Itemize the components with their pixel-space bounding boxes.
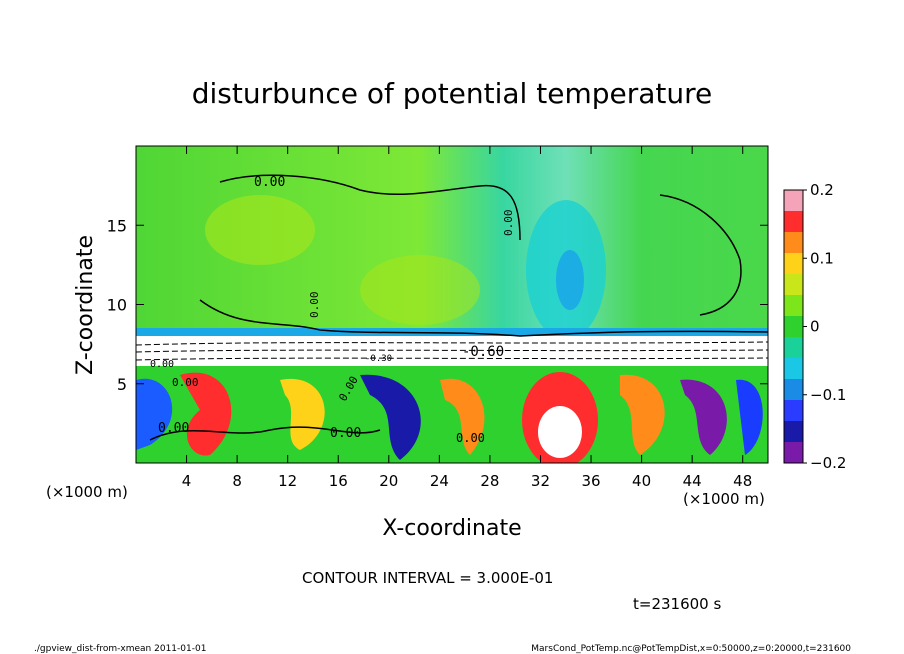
cool-anomaly-core: [556, 250, 584, 310]
contour-label: 0.00: [456, 431, 485, 445]
contour-interval: CONTOUR INTERVAL = 3.000E-01: [302, 569, 553, 587]
x-tick-label: 28: [480, 472, 499, 490]
y-axis: 5 10 15: [107, 216, 768, 394]
contour-line: [136, 341, 768, 346]
colorbar-swatch: [784, 337, 803, 359]
contour-line: [136, 349, 768, 353]
contour-label: 0.00: [158, 421, 189, 436]
y-axis-label: Z-coordinate: [73, 235, 98, 375]
x-tick-label: 48: [733, 472, 752, 490]
contour-label: 0.00: [330, 426, 361, 441]
colorbar-swatch: [784, 442, 803, 464]
x-tick-label: 36: [581, 472, 600, 490]
colorbar-swatch: [784, 379, 803, 401]
mixed-layer-pattern: [440, 378, 485, 455]
cold-layer-band: [136, 328, 768, 336]
x-axis-label: X-coordinate: [382, 516, 521, 541]
contour-label: -0.30: [365, 354, 392, 364]
colorbar-swatch: [784, 316, 803, 338]
mixed-layer-pattern: [360, 374, 421, 460]
x-tick-label: 12: [278, 472, 297, 490]
contour-line: [659, 194, 742, 316]
mixed-layer-pattern: [736, 379, 763, 455]
mixed-layer-pattern: [620, 374, 665, 455]
x-tick-label: 20: [379, 472, 398, 490]
x-tick-label: 32: [531, 472, 550, 490]
x-tick-label: 44: [683, 472, 702, 490]
contour-label: 0.00: [150, 359, 174, 370]
x-tick-label: 40: [632, 472, 651, 490]
colorbar-swatch: [784, 232, 803, 254]
x-tick-label: 24: [430, 472, 449, 490]
mixed-layer-pattern: [538, 406, 582, 458]
colorbar-tick-label: 0.1: [810, 249, 834, 267]
contour-line: [219, 174, 521, 241]
colorbar-swatch: [784, 358, 803, 380]
colorbar-tick-label: −0.2: [810, 454, 846, 472]
colorbar-swatch: [784, 190, 803, 212]
mixed-layer-pattern: [280, 378, 325, 450]
y-tick-label: 15: [107, 216, 127, 235]
colorbar: 0.2 0.1 0 −0.1 −0.2: [783, 181, 846, 472]
colorbar-tick-label: −0.1: [810, 386, 846, 404]
x-unit-left: (×1000 m): [46, 483, 128, 501]
contour-label: 0.00: [172, 376, 199, 389]
contour-label: 0.00: [502, 210, 515, 237]
y-tick-label: 5: [117, 375, 127, 394]
time-label: t=231600 s: [633, 595, 721, 613]
contour-label: -0.60: [462, 344, 504, 360]
colorbar-swatch: [784, 295, 803, 317]
colorbar-swatch: [784, 421, 803, 443]
footer-left: ./gpview_dist-from-xmean 2011-01-01: [34, 644, 206, 654]
x-tick-label: 8: [232, 472, 242, 490]
colorbar-swatch: [784, 211, 803, 233]
contour-line: [199, 299, 768, 337]
colorbar-tick-label: 0.2: [810, 181, 834, 199]
contour-line: [149, 426, 381, 441]
contour-label: 0.00: [254, 175, 285, 190]
x-tick-label: 4: [182, 472, 192, 490]
colorbar-swatch: [784, 253, 803, 275]
mixed-layer-pattern: [180, 372, 232, 456]
colorbar-swatch: [784, 400, 803, 422]
colorbar-tick-label: 0: [810, 318, 820, 336]
x-unit-right: (×1000 m): [683, 490, 765, 508]
contour-label: 0.00: [308, 292, 321, 319]
warm-anomaly: [360, 255, 480, 325]
plot-area: [136, 146, 768, 463]
mixed-layer-pattern: [136, 378, 173, 450]
x-axis: 4 8 12 16 20 24 28 32 36 40 44 48: [182, 146, 752, 490]
y-tick-label: 10: [107, 296, 127, 315]
footer-right: MarsCond_PotTemp.nc@PotTempDist,x=0:5000…: [531, 644, 851, 654]
chart-title: disturbunce of potential temperature: [192, 77, 713, 110]
x-tick-label: 16: [329, 472, 348, 490]
warm-anomaly: [205, 195, 315, 265]
mixed-layer-pattern: [680, 379, 727, 455]
contour-line: [136, 357, 768, 361]
colorbar-swatch: [784, 274, 803, 296]
